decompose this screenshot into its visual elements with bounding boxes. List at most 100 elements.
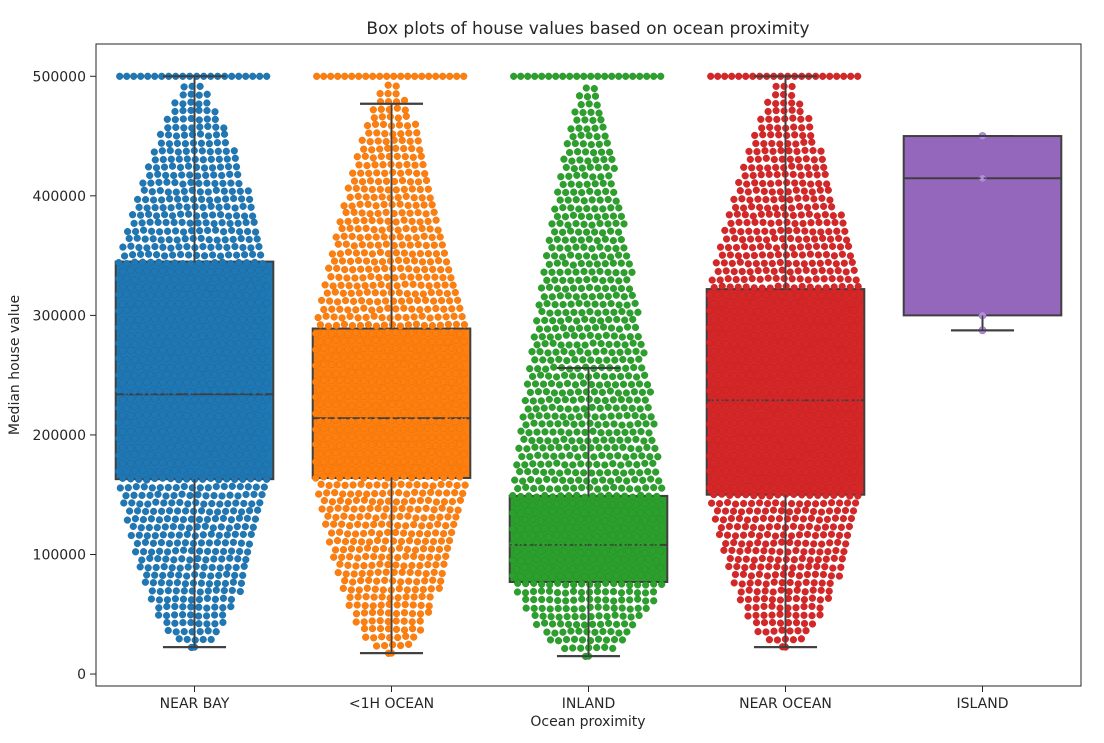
swarm-point	[344, 472, 352, 480]
swarm-point	[380, 401, 388, 409]
swarm-point	[248, 500, 256, 508]
swarm-point	[730, 307, 738, 316]
swarm-point	[371, 545, 380, 553]
swarm-point	[553, 588, 562, 597]
swarm-point	[352, 496, 361, 505]
swarm-point	[594, 581, 602, 589]
swarm-point	[734, 332, 742, 340]
swarm-point	[448, 442, 456, 450]
swarm-point	[378, 520, 386, 528]
swarm-point	[826, 420, 834, 428]
swarm-point	[218, 492, 226, 500]
swarm-point	[120, 499, 128, 507]
swarm-point	[145, 523, 153, 532]
swarm-point	[750, 314, 758, 322]
swarm-point	[225, 251, 233, 259]
swarm-point	[218, 219, 226, 227]
swarm-point	[123, 340, 131, 348]
swarm-point	[602, 420, 610, 429]
swarm-point	[146, 171, 154, 180]
swarm-point	[840, 72, 848, 80]
swarm-point	[653, 524, 661, 532]
swarm-point	[752, 547, 760, 555]
swarm-point	[380, 418, 388, 426]
swarm-point	[525, 524, 533, 532]
swarm-point	[235, 514, 244, 522]
swarm-point	[818, 452, 826, 460]
swarm-point	[632, 347, 640, 356]
swarm-point	[567, 627, 575, 635]
swarm-point	[365, 129, 373, 137]
swarm-point	[115, 404, 123, 412]
swarm-point	[838, 347, 846, 355]
swarm-point	[509, 492, 517, 500]
swarm-point	[597, 540, 605, 548]
swarm-point	[722, 340, 730, 348]
swarm-point	[360, 457, 368, 466]
swarm-point	[706, 338, 714, 346]
swarm-point	[841, 227, 849, 236]
swarm-point	[155, 323, 163, 332]
swarm-point	[263, 72, 271, 80]
swarm-point	[806, 299, 814, 307]
swarm-point	[445, 266, 453, 274]
swarm-point	[366, 210, 374, 218]
swarm-point	[754, 468, 762, 476]
swarm-point	[210, 555, 218, 563]
swarm-point	[517, 72, 525, 80]
swarm-point	[745, 586, 753, 594]
swarm-point	[174, 148, 182, 156]
swarm-point	[163, 435, 171, 443]
swarm-point	[448, 528, 456, 537]
swarm-point	[394, 521, 402, 530]
swarm-point	[826, 354, 834, 362]
swarm-point	[734, 475, 742, 484]
swarm-point	[239, 331, 247, 340]
swarm-point	[736, 258, 744, 266]
swarm-point	[251, 467, 259, 475]
swarm-point	[814, 284, 822, 292]
swarm-point	[235, 467, 243, 475]
swarm-point	[561, 548, 569, 556]
swarm-point	[191, 348, 199, 356]
swarm-point	[211, 603, 219, 611]
swarm-point	[179, 340, 187, 348]
swarm-point	[408, 217, 416, 226]
swarm-point	[444, 338, 452, 346]
swarm-point	[570, 308, 578, 317]
swarm-point	[570, 332, 578, 340]
swarm-point	[795, 500, 804, 508]
swarm-point	[428, 402, 436, 410]
swarm-point	[788, 106, 796, 114]
swarm-point	[239, 316, 247, 324]
swarm-point	[211, 450, 219, 459]
swarm-point	[131, 340, 139, 348]
swarm-point	[529, 549, 537, 557]
swarm-point	[183, 635, 191, 644]
swarm-point	[554, 333, 562, 341]
swarm-point	[207, 444, 215, 452]
swarm-point	[372, 417, 380, 425]
swarm-point	[442, 258, 451, 266]
x-axis-title: Ocean proximity	[530, 714, 645, 730]
swarm-point	[123, 356, 131, 364]
swarm-point	[738, 372, 746, 380]
swarm-point	[569, 644, 577, 652]
swarm-point	[835, 499, 844, 507]
swarm-point	[360, 393, 368, 401]
swarm-point	[560, 347, 568, 356]
swarm-point	[203, 106, 211, 115]
swarm-point	[344, 184, 352, 192]
swarm-point	[578, 309, 586, 317]
swarm-point	[384, 89, 392, 98]
swarm-point	[322, 312, 330, 320]
swarm-point	[384, 457, 392, 466]
swarm-point	[561, 461, 569, 469]
swarm-point	[440, 329, 448, 337]
swarm-point	[418, 553, 426, 561]
swarm-point	[545, 587, 554, 595]
swarm-point	[841, 506, 850, 515]
swarm-point	[562, 484, 570, 492]
swarm-point	[821, 170, 829, 179]
swarm-point	[362, 633, 370, 641]
